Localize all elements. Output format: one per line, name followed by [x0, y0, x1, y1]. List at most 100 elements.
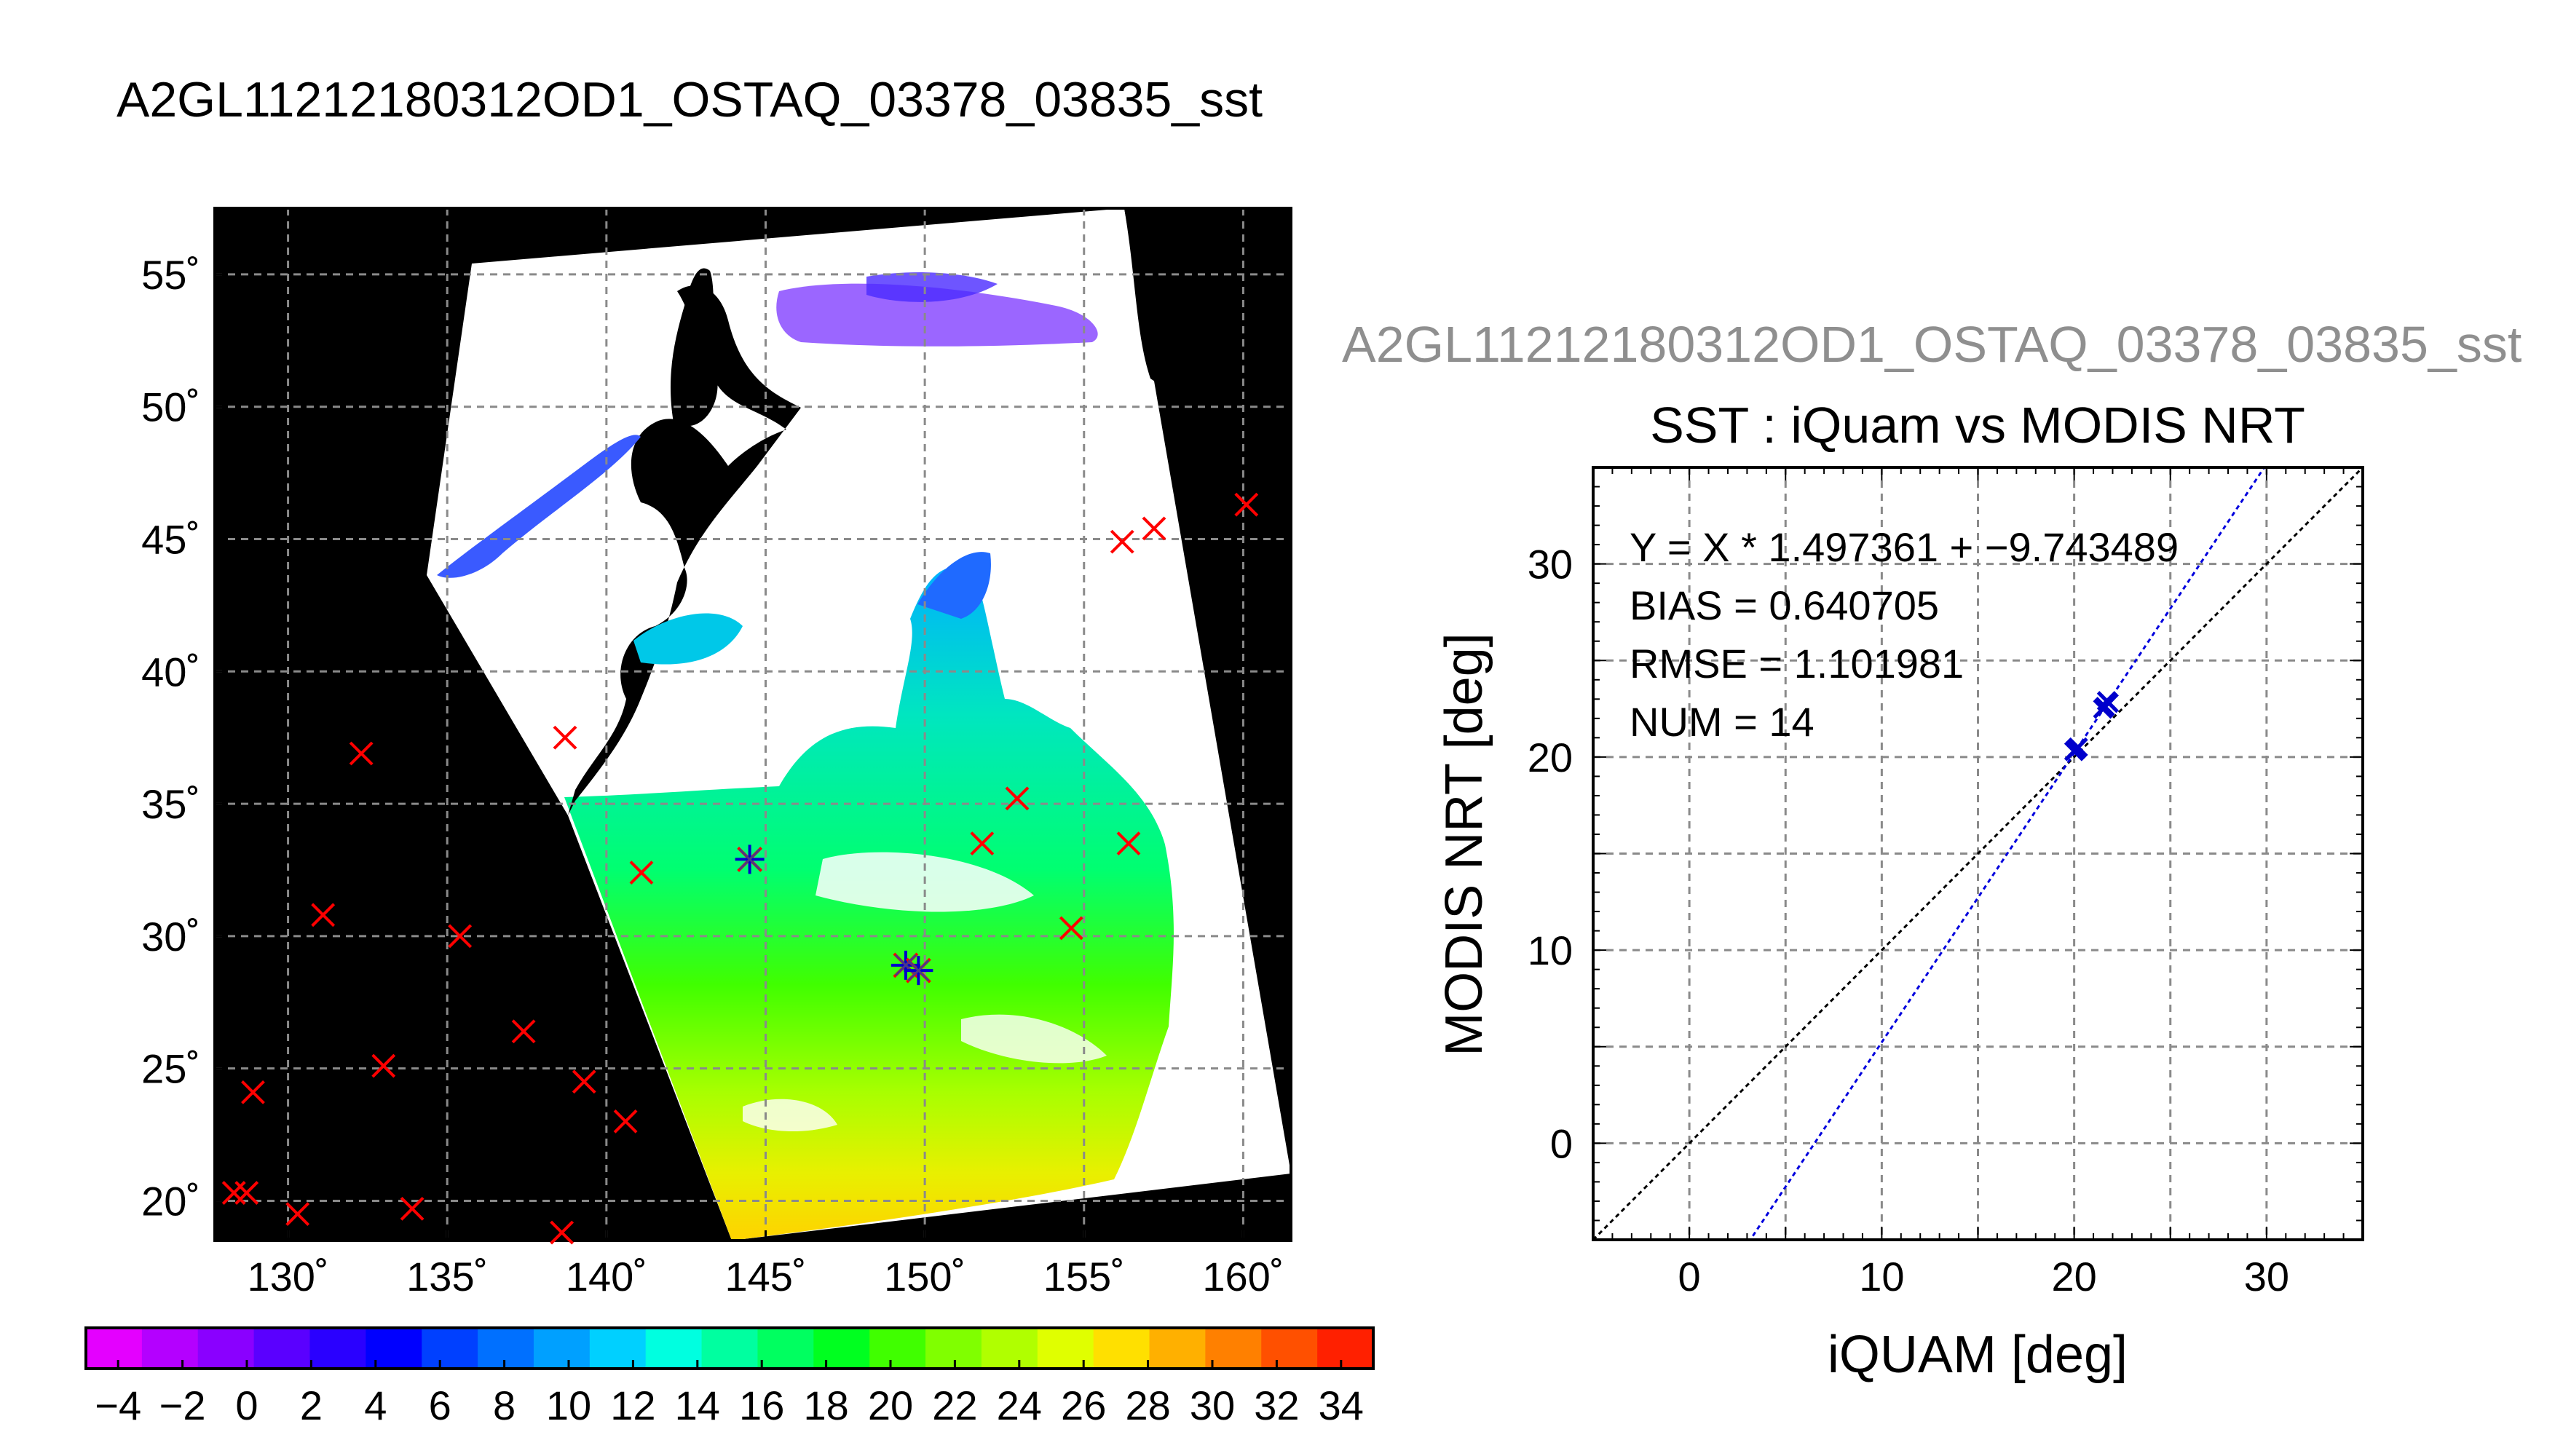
scatter-point	[2068, 737, 2088, 758]
colorbar: −4 −2 0 2 4 6 8 10 12 14 16 18 20 22 24 26 28 30 32 34	[84, 1326, 1375, 1428]
colorbar-swatch	[478, 1328, 534, 1369]
scatter-plot-area: 0 10 20 30 0 10 20 30	[1528, 466, 2364, 1299]
map-y-tick-label: 50˚	[141, 384, 200, 430]
map-x-tick-label: 155˚	[1043, 1254, 1125, 1299]
colorbar-swatch	[197, 1328, 255, 1369]
colorbar-swatch	[869, 1328, 926, 1369]
map-x-tick-label: 140˚	[566, 1254, 647, 1299]
scatter-frame	[1592, 466, 2364, 1241]
map-x-tick-label: 130˚	[248, 1254, 329, 1299]
iquam-only-marker	[448, 924, 473, 949]
land-sakhalin	[670, 268, 718, 427]
map-gridlines	[215, 208, 1291, 1241]
land-japan	[568, 285, 801, 815]
colorbar-tick-label: 12	[610, 1382, 655, 1428]
iquam-only-marker	[241, 1080, 265, 1104]
colorbar-swatch	[1317, 1328, 1374, 1369]
colorbar-swatch	[1149, 1328, 1206, 1369]
iquam-only-marker	[1110, 529, 1134, 554]
scatter-x-tick-label: 10	[1859, 1254, 1904, 1299]
matchup-marker	[891, 950, 920, 980]
colorbar-tick-label: 30	[1190, 1382, 1235, 1428]
matchup-marker	[904, 956, 933, 986]
colorbar-tick-label: 18	[803, 1382, 848, 1428]
map-axes: 130˚ 135˚ 140˚ 145˚ 150˚ 155˚ 160˚ 20˚ 25˚ 30˚ 35˚…	[141, 252, 1284, 1299]
map-markers	[221, 492, 1259, 1245]
colorbar-tick-label: 22	[932, 1382, 977, 1428]
scatter-y-tick-label: 10	[1528, 927, 1573, 973]
map-y-tick-label: 20˚	[141, 1178, 200, 1224]
scatter-x-tick-label: 0	[1678, 1254, 1701, 1299]
map-x-tick-label: 160˚	[1202, 1254, 1284, 1299]
colorbar-swatch	[533, 1328, 591, 1369]
iquam-only-marker	[400, 1196, 424, 1221]
iquam-only-marker	[629, 860, 654, 885]
colorbar-tick-label: 6	[429, 1382, 451, 1428]
cloud-gap	[743, 1099, 837, 1132]
scatter-y-tick-label: 30	[1528, 542, 1573, 587]
colorbar-tick-label: 2	[300, 1382, 323, 1428]
matchup-marker	[735, 844, 765, 874]
iquam-only-marker	[1234, 492, 1259, 517]
scatter-point	[2093, 698, 2114, 719]
fit-stat-line: Y = X * 1.497361 + −9.743489	[1630, 524, 2179, 570]
iquam-only-marker	[1116, 831, 1141, 856]
scatter-file-title: A2GL11212180312OD1_OSTAQ_03378_03835_sst	[1342, 316, 2522, 373]
scatter-x-tick-label: 20	[2051, 1254, 2096, 1299]
scatter-title: SST : iQuam vs MODIS NRT	[1650, 397, 2305, 454]
cloud-gap	[961, 1014, 1107, 1064]
colorbar-swatch	[309, 1328, 366, 1369]
colorbar-tick-label: 4	[364, 1382, 387, 1428]
map-y-tick-label: 25˚	[141, 1046, 200, 1092]
x-axis-label: iQUAM [deg]	[1828, 1326, 2128, 1384]
map-frame	[213, 207, 1292, 1242]
colorbar-tick-label: −2	[159, 1382, 206, 1428]
scatter-lines	[1593, 467, 2363, 1240]
colorbar-tick-label: 32	[1254, 1382, 1299, 1428]
colorbar-swatch	[86, 1328, 143, 1369]
colorbar-swatch	[1261, 1328, 1318, 1369]
iquam-only-marker	[1005, 786, 1030, 811]
one-to-one-line	[1593, 467, 2363, 1240]
cold-sst-patch	[776, 283, 1098, 347]
colorbar-swatch	[757, 1328, 814, 1369]
colorbar-tick-label: 10	[546, 1382, 591, 1428]
colorbar-swatch	[645, 1328, 703, 1369]
map-y-tick-label: 30˚	[141, 914, 200, 960]
fit-stat-line: RMSE = 1.101981	[1630, 641, 1964, 687]
map-y-tick-label: 45˚	[141, 516, 200, 562]
map-x-tick-label: 145˚	[724, 1254, 806, 1299]
iquam-only-marker	[311, 903, 336, 927]
colorbar-swatch	[981, 1328, 1038, 1369]
map-x-tick-label: 135˚	[406, 1254, 488, 1299]
iquam-only-marker	[1059, 916, 1083, 941]
iquam-only-marker	[613, 1109, 638, 1133]
scatter-x-tick-label: 30	[2244, 1254, 2289, 1299]
colorbar-tick-label: 34	[1319, 1382, 1364, 1428]
map-y-tick-label: 35˚	[141, 781, 200, 827]
iquam-only-marker	[572, 1069, 596, 1094]
cold-sst-patch	[437, 435, 641, 578]
colorbar-tick-label: 14	[675, 1382, 720, 1428]
colorbar-tick-label: −4	[95, 1382, 141, 1428]
fit-stat-line: NUM = 14	[1630, 699, 1814, 745]
colorbar-swatch	[589, 1328, 647, 1369]
colorbar-tick-label: 20	[868, 1382, 913, 1428]
iquam-only-marker	[349, 741, 374, 766]
colorbar-tick-label: 8	[493, 1382, 516, 1428]
colorbar-tick-label: 26	[1061, 1382, 1106, 1428]
fit-stat-line: BIAS = 0.640705	[1630, 582, 1939, 628]
y-axis-label: MODIS NRT [deg]	[1435, 633, 1493, 1056]
colorbar-tick-label: 24	[997, 1382, 1042, 1428]
cold-sst-patch	[866, 272, 998, 302]
scatter-y-tick-label: 0	[1550, 1120, 1573, 1166]
cold-sst-patch	[917, 552, 991, 619]
scatter-y-tick-label: 20	[1528, 735, 1573, 780]
iquam-only-marker	[285, 1202, 310, 1227]
colorbar-swatch	[701, 1328, 758, 1369]
iquam-only-marker	[234, 1181, 259, 1205]
iquam-only-marker	[553, 725, 577, 750]
iquam-only-marker	[550, 1220, 574, 1245]
